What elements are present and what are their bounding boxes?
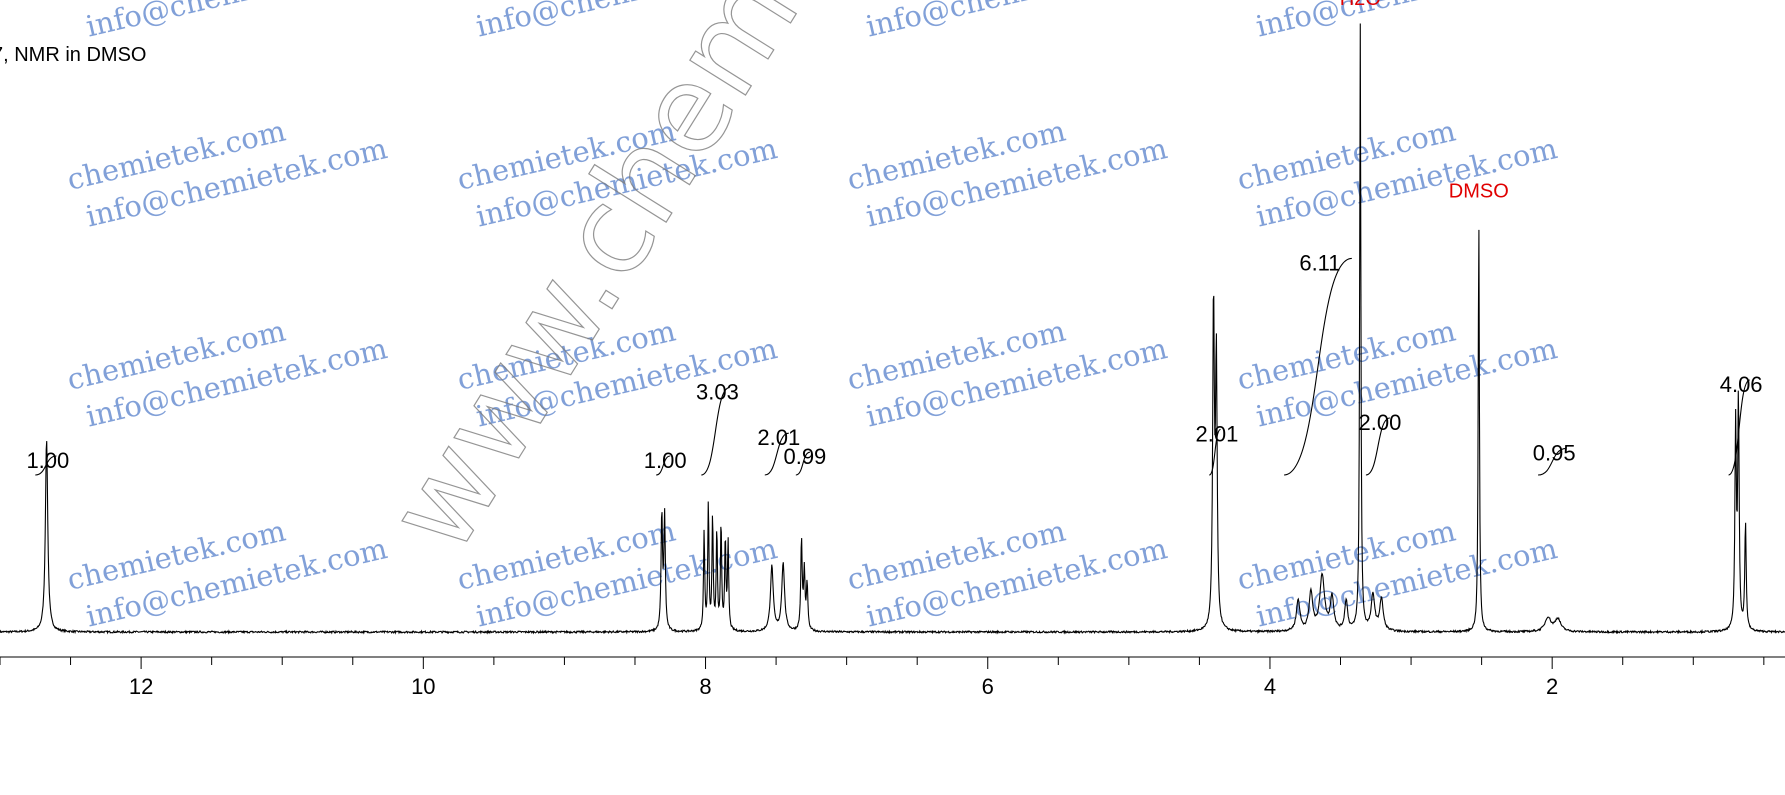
watermark-email: info@chemietek.com [83, 0, 391, 44]
spectrum-trace [0, 23, 1785, 635]
integral-curve [1208, 428, 1222, 476]
x-tick-label: 2 [1546, 674, 1558, 699]
integral-curve [1284, 257, 1352, 476]
integral-curve [795, 451, 811, 476]
integral-label: 2.01 [757, 425, 800, 450]
x-tick-label: 4 [1264, 674, 1276, 699]
integral-label: 2.00 [1358, 410, 1401, 435]
watermark-diagonal: www.chemietek.com [362, 0, 1140, 575]
x-tick-label: 6 [982, 674, 994, 699]
integral-label: 4.06 [1720, 372, 1763, 397]
integral-label: 0.99 [783, 444, 826, 469]
integral-curve [1537, 447, 1567, 476]
x-tick-label: 12 [129, 674, 153, 699]
integral-curve [701, 387, 730, 476]
peak-labels: 1.00 1.003.032.010.992.016.112.000.954.06… [26, 0, 1762, 473]
integral-label: 6.11 [1299, 250, 1340, 275]
integral-label: 2.01 [1196, 421, 1239, 446]
spectrum-title: 7, NMR in DMSO [0, 44, 147, 66]
integral-label: 0.95 [1533, 440, 1576, 465]
x-axis: 12 10 8 6 4 2 [0, 656, 1785, 699]
watermark-email: info@chemietek.com [1253, 0, 1561, 44]
solvent-label: H2O [1340, 0, 1381, 10]
integral-label: 1.00 [644, 448, 687, 473]
integral-curve [764, 432, 789, 476]
watermark-email: info@chemietek.com [863, 0, 1171, 44]
x-tick-label: 10 [411, 674, 435, 699]
integral-curve [1365, 417, 1391, 476]
integral-curve [655, 455, 671, 476]
spectrum-line [0, 23, 1785, 635]
integral-label: 3.03 [696, 380, 739, 405]
x-tick-label: 8 [699, 674, 711, 699]
integral-label: 1.00 [26, 448, 69, 473]
solvent-label: DMSO [1449, 181, 1509, 203]
